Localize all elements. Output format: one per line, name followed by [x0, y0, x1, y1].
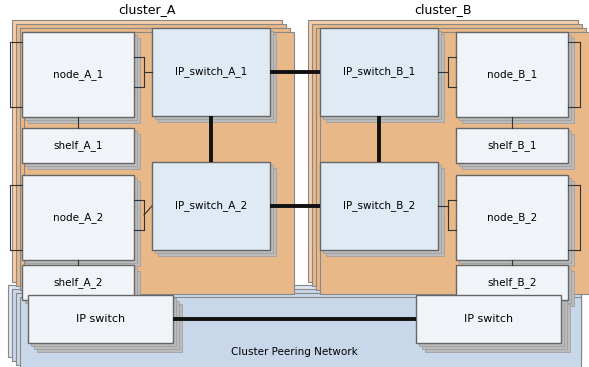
Bar: [34, 301, 179, 349]
Text: Cluster Peering Network: Cluster Peering Network: [231, 347, 358, 357]
Text: node_B_1: node_B_1: [487, 69, 537, 80]
Bar: [422, 301, 567, 349]
Text: node_B_2: node_B_2: [487, 212, 537, 223]
Bar: [456, 32, 568, 117]
Bar: [16, 24, 286, 286]
Text: IP switch: IP switch: [464, 314, 513, 324]
Text: IP_switch_A_2: IP_switch_A_2: [175, 200, 247, 211]
Text: shelf_B_1: shelf_B_1: [487, 140, 537, 151]
Bar: [22, 175, 134, 260]
Bar: [459, 131, 571, 166]
Bar: [323, 31, 441, 119]
Bar: [152, 28, 270, 116]
Bar: [37, 304, 182, 352]
Bar: [158, 168, 276, 256]
Bar: [462, 38, 574, 123]
Bar: [22, 32, 134, 117]
Text: IP_switch_A_1: IP_switch_A_1: [175, 66, 247, 77]
Bar: [158, 34, 276, 122]
Bar: [20, 28, 290, 290]
Bar: [25, 268, 137, 303]
Bar: [25, 35, 137, 120]
Bar: [459, 178, 571, 263]
Bar: [462, 271, 574, 306]
Bar: [155, 31, 273, 119]
Bar: [12, 20, 282, 282]
Bar: [152, 162, 270, 250]
Bar: [326, 168, 444, 256]
Bar: [320, 28, 438, 116]
Text: shelf_B_2: shelf_B_2: [487, 277, 537, 288]
Text: IP_switch_B_1: IP_switch_B_1: [343, 66, 415, 77]
Bar: [320, 162, 438, 250]
Bar: [155, 165, 273, 253]
Text: node_A_1: node_A_1: [53, 69, 103, 80]
Bar: [25, 131, 137, 166]
Bar: [462, 181, 574, 266]
Text: IP_switch_B_2: IP_switch_B_2: [343, 200, 415, 211]
Bar: [22, 265, 134, 300]
Bar: [24, 32, 294, 294]
Bar: [28, 134, 140, 169]
Bar: [323, 165, 441, 253]
Bar: [456, 265, 568, 300]
Bar: [456, 175, 568, 260]
Bar: [419, 298, 564, 346]
Text: shelf_A_2: shelf_A_2: [53, 277, 102, 288]
Bar: [28, 295, 173, 343]
Bar: [31, 298, 176, 346]
Bar: [16, 293, 581, 365]
Bar: [462, 134, 574, 169]
Bar: [320, 32, 589, 294]
Bar: [28, 181, 140, 266]
Bar: [425, 304, 570, 352]
Bar: [22, 128, 134, 163]
Bar: [312, 24, 582, 286]
Bar: [12, 289, 581, 361]
Bar: [416, 295, 561, 343]
Bar: [326, 34, 444, 122]
Bar: [25, 178, 137, 263]
Bar: [308, 20, 578, 282]
Bar: [8, 285, 581, 357]
Text: cluster_A: cluster_A: [118, 4, 176, 17]
Bar: [456, 128, 568, 163]
Bar: [28, 38, 140, 123]
Bar: [316, 28, 586, 290]
Text: cluster_B: cluster_B: [414, 4, 472, 17]
Text: IP switch: IP switch: [76, 314, 125, 324]
Bar: [20, 297, 581, 367]
Bar: [459, 35, 571, 120]
Text: node_A_2: node_A_2: [53, 212, 103, 223]
Bar: [28, 271, 140, 306]
Text: shelf_A_1: shelf_A_1: [53, 140, 102, 151]
Bar: [459, 268, 571, 303]
